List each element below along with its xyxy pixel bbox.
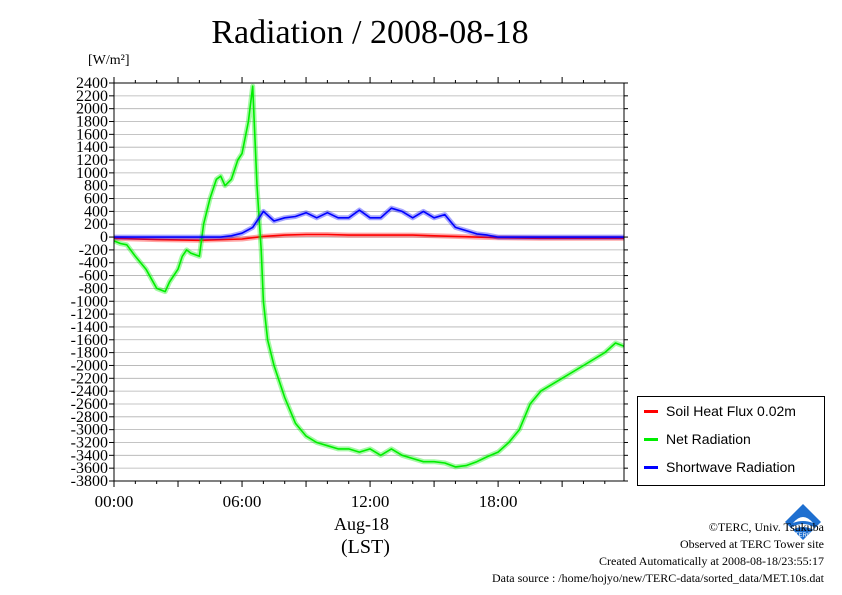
y-tick-label: -2600: [71, 396, 108, 413]
y-tick-label: -1800: [71, 345, 108, 362]
y-tick-label: -200: [79, 242, 108, 259]
y-tick-label: -3800: [71, 473, 108, 490]
y-tick-label: 400: [84, 203, 108, 220]
y-tick-label: -2400: [71, 383, 108, 400]
legend-item-soil-heat-flux: Soil Heat Flux 0.02m: [644, 401, 796, 421]
x-tick-label: 00:00: [95, 492, 134, 511]
y-tick-label: 1400: [76, 139, 108, 156]
y-tick-label: -1600: [71, 332, 108, 349]
y-tick-label: 2000: [76, 101, 108, 118]
y-tick-label: -2200: [71, 370, 108, 387]
x-tick-label: 12:00: [351, 492, 390, 511]
credit-copyright: ©TERC, Univ. Tsukuba: [708, 520, 824, 534]
y-tick-label: 200: [84, 216, 108, 233]
date-label: Aug-18: [334, 514, 389, 534]
y-tick-label: -2800: [71, 409, 108, 426]
legend-label: Shortwave Radiation: [666, 459, 796, 475]
y-tick-label: 2400: [76, 75, 108, 92]
x-tick-label: 06:00: [223, 492, 262, 511]
y-tick-label: -1400: [71, 319, 108, 336]
y-tick-label: -3400: [71, 447, 108, 464]
series-line: [114, 207, 624, 238]
legend-item-shortwave-radiation: Shortwave Radiation: [644, 457, 795, 477]
chart-title: Radiation / 2008-08-18: [211, 14, 529, 51]
y-tick-label: -1000: [71, 293, 108, 310]
x-tick-label: 18:00: [479, 492, 518, 511]
terc-logo-icon: TERC: [785, 504, 821, 540]
y-tick-label: -2000: [71, 357, 108, 374]
y-tick-label: -600: [79, 268, 108, 285]
y-tick-label: -3200: [71, 434, 108, 451]
y-tick-label: -3000: [71, 422, 108, 439]
legend-item-net-radiation: Net Radiation: [644, 429, 751, 449]
logo-text: TERC: [795, 533, 812, 539]
y-tick-label: -1200: [71, 306, 108, 323]
y-tick-label: 600: [84, 191, 108, 208]
series-band: [113, 83, 625, 470]
y-tick-label: 2200: [76, 88, 108, 105]
legend-label: Soil Heat Flux 0.02m: [666, 403, 796, 419]
plot-frame: [113, 82, 625, 482]
y-axis-unit: [W/m²]: [88, 53, 130, 68]
y-tick-label: 1000: [76, 165, 108, 182]
y-tick-label: 1800: [76, 114, 108, 131]
y-tick-label: 0: [100, 229, 108, 246]
credit-observed: Observed at TERC Tower site: [679, 537, 824, 551]
y-tick-label: 1200: [76, 152, 108, 169]
y-tick-label: -3600: [71, 460, 108, 477]
y-tick-label: -800: [79, 280, 108, 297]
y-tick-label: -400: [79, 255, 108, 272]
legend-swatch: [644, 437, 658, 441]
credit-source: Data source : /home/hojyo/new/TERC-data/…: [491, 571, 824, 585]
legend: Soil Heat Flux 0.02m Net Radiation Short…: [637, 396, 825, 486]
legend-swatch: [644, 465, 658, 469]
x-axis-label: (LST): [341, 536, 390, 558]
y-tick-label: 1600: [76, 126, 108, 143]
legend-swatch: [644, 409, 658, 413]
credit-created: Created Automatically at 2008-08-18/23:5…: [599, 554, 824, 568]
series-line: [113, 85, 625, 468]
legend-label: Net Radiation: [666, 431, 751, 447]
y-tick-label: 800: [84, 178, 108, 195]
